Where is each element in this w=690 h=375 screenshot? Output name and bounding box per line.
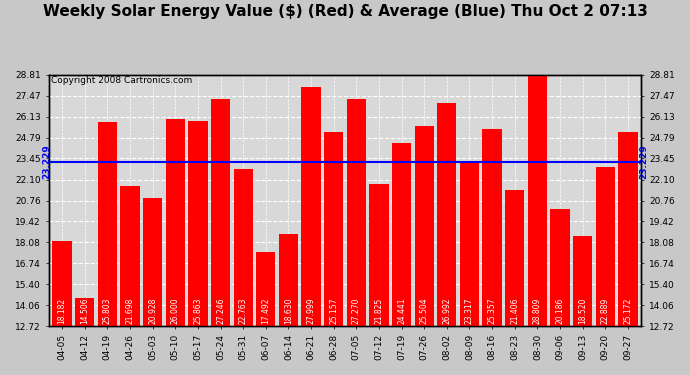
Text: 22.763: 22.763	[239, 297, 248, 324]
Text: 26.992: 26.992	[442, 297, 451, 324]
Text: 25.157: 25.157	[329, 297, 338, 324]
Bar	[392, 143, 411, 375]
Text: 25.863: 25.863	[193, 297, 202, 324]
Bar	[415, 126, 434, 375]
Bar	[482, 129, 502, 375]
Text: 28.809: 28.809	[533, 297, 542, 324]
Text: 23.229: 23.229	[639, 144, 648, 179]
Bar	[233, 169, 253, 375]
Bar	[346, 99, 366, 375]
Bar	[279, 234, 298, 375]
Bar	[573, 236, 592, 375]
Bar	[551, 210, 570, 375]
Text: 25.504: 25.504	[420, 297, 428, 324]
Bar	[324, 132, 344, 375]
Bar	[211, 99, 230, 375]
Text: 27.270: 27.270	[352, 297, 361, 324]
Text: 21.825: 21.825	[375, 297, 384, 324]
Text: 23.229: 23.229	[42, 144, 51, 179]
Text: 25.803: 25.803	[103, 297, 112, 324]
Bar	[188, 121, 208, 375]
Bar	[166, 118, 185, 375]
Text: 17.492: 17.492	[262, 297, 270, 324]
Text: 18.520: 18.520	[578, 297, 587, 324]
Text: 21.698: 21.698	[126, 297, 135, 324]
Bar	[618, 132, 638, 375]
Bar	[528, 75, 547, 375]
Text: Copyright 2008 Cartronics.com: Copyright 2008 Cartronics.com	[52, 76, 193, 85]
Bar	[595, 167, 615, 375]
Text: 20.928: 20.928	[148, 297, 157, 324]
Text: 26.000: 26.000	[170, 297, 180, 324]
Text: 23.317: 23.317	[465, 297, 474, 324]
Text: 27.246: 27.246	[216, 297, 225, 324]
Bar	[256, 252, 275, 375]
Text: 14.506: 14.506	[80, 297, 89, 324]
Text: 24.441: 24.441	[397, 297, 406, 324]
Text: 25.172: 25.172	[623, 297, 633, 324]
Text: 22.889: 22.889	[601, 297, 610, 324]
Text: 27.999: 27.999	[306, 297, 315, 324]
Bar	[52, 241, 72, 375]
Text: Weekly Solar Energy Value ($) (Red) & Average (Blue) Thu Oct 2 07:13: Weekly Solar Energy Value ($) (Red) & Av…	[43, 4, 647, 19]
Bar	[98, 122, 117, 375]
Bar	[302, 87, 321, 375]
Bar	[120, 186, 139, 375]
Text: 18.182: 18.182	[57, 298, 67, 324]
Bar	[460, 160, 479, 375]
Text: 20.186: 20.186	[555, 297, 564, 324]
Bar	[437, 103, 457, 375]
Bar	[75, 298, 95, 375]
Bar	[143, 198, 162, 375]
Bar	[505, 190, 524, 375]
Text: 21.406: 21.406	[510, 297, 520, 324]
Text: 18.630: 18.630	[284, 297, 293, 324]
Text: 25.357: 25.357	[488, 297, 497, 324]
Bar	[369, 184, 388, 375]
